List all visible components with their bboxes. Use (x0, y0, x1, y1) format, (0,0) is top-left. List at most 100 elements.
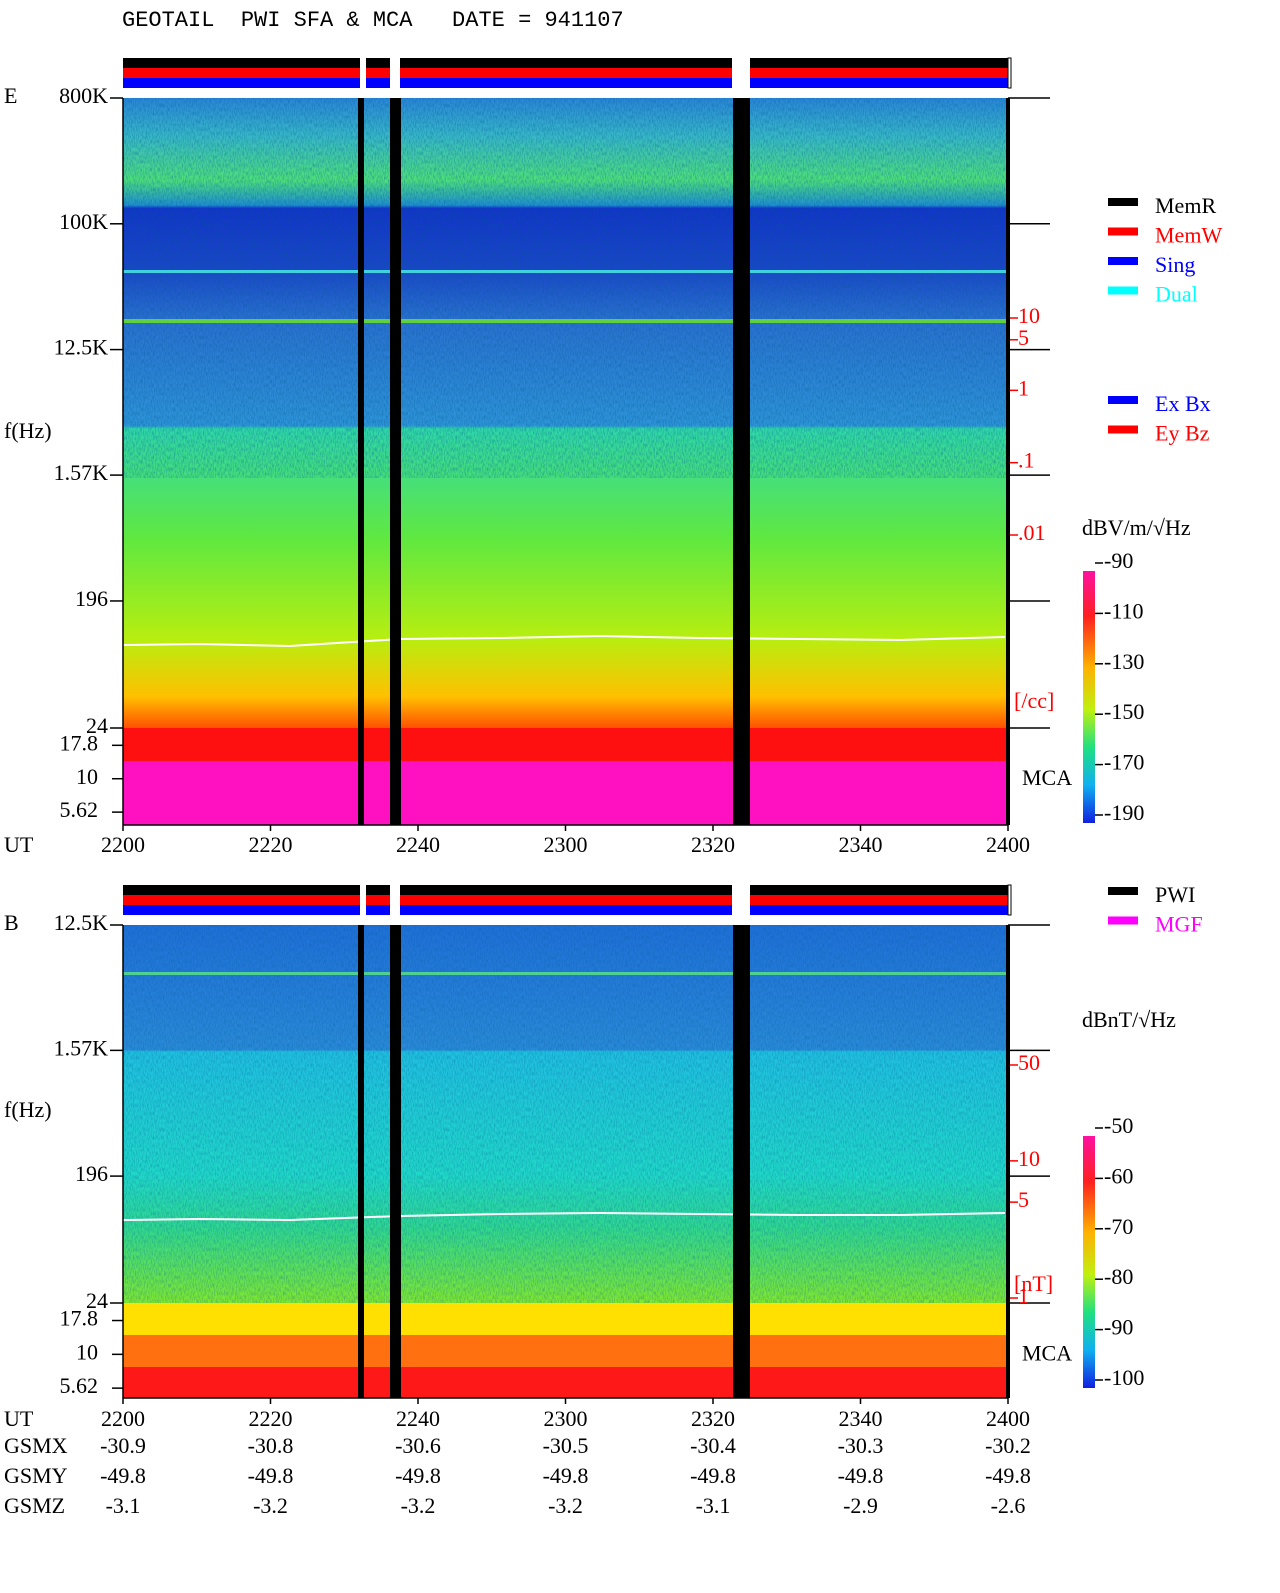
x-tick-label: 2220 (249, 1406, 293, 1431)
ephemeris-value: -2.9 (843, 1493, 878, 1518)
ephemeris-value: -3.2 (548, 1493, 583, 1518)
y-tick-label: 800K (59, 83, 108, 108)
ephemeris-value: -30.9 (100, 1433, 146, 1458)
y-tick-label: 12.5K (54, 910, 109, 935)
y-tick-label: 24 (86, 713, 108, 738)
legend-swatch (1108, 286, 1138, 295)
ephemeris-label: GSMX (4, 1433, 68, 1458)
ephemeris-label: GSMY (4, 1463, 68, 1488)
y2-tick-label: .1 (1018, 448, 1035, 473)
colorbar (1083, 571, 1095, 823)
y2-tick-label: 1 (1018, 1283, 1029, 1308)
legend-label: Dual (1155, 282, 1198, 307)
y-axis-label: f(Hz) (4, 418, 52, 443)
x-tick-label: 2200 (101, 1406, 145, 1431)
y-tick-label: 5.62 (60, 797, 99, 822)
ephemeris-value: -3.2 (253, 1493, 288, 1518)
y-tick-label: 12.5K (54, 335, 109, 360)
panel-label: B (4, 910, 19, 935)
colorbar-tick-label: -90 (1104, 548, 1133, 573)
x-axis-label: UT (4, 1406, 34, 1431)
ephemeris-value: -49.8 (100, 1463, 146, 1488)
ephemeris-value: -49.8 (395, 1463, 441, 1488)
legend-label: MemW (1155, 223, 1222, 248)
legend-label: Ey Bz (1155, 421, 1210, 446)
colorbar-tick-label: -70 (1104, 1214, 1133, 1239)
x-axis-label: UT (4, 832, 34, 857)
x-tick-label: 2340 (839, 832, 883, 857)
x-tick-label: 2240 (396, 832, 440, 857)
y2-tick-label: 5 (1018, 1187, 1029, 1212)
x-tick-label: 2300 (544, 1406, 588, 1431)
x-tick-label: 2200 (101, 832, 145, 857)
y-tick-label: 17.8 (60, 730, 99, 755)
panel-label: E (4, 83, 17, 108)
x-tick-label: 2400 (986, 832, 1030, 857)
colorbar-tick-label: -170 (1104, 750, 1144, 775)
y2-tick-label: 5 (1018, 325, 1029, 350)
ephemeris-value: -3.1 (696, 1493, 731, 1518)
colorbar-label: dBV/m/√Hz (1082, 515, 1191, 540)
ephemeris-value: -30.8 (248, 1433, 294, 1458)
y-axis-label: f(Hz) (4, 1097, 52, 1122)
legend-swatch (1108, 425, 1138, 434)
x-tick-label: 2400 (986, 1406, 1030, 1431)
mca-label: MCA (1022, 765, 1072, 790)
ephemeris-value: -3.1 (106, 1493, 141, 1518)
y-tick-label: 10 (76, 764, 98, 789)
ephemeris-value: -30.3 (838, 1433, 884, 1458)
ephemeris-value: -30.2 (985, 1433, 1031, 1458)
y2-axis-label: [/cc] (1014, 688, 1054, 713)
colorbar-tick-label: -50 (1104, 1113, 1133, 1138)
y-tick-label: 24 (86, 1288, 108, 1313)
colorbar-tick-label: -90 (1104, 1315, 1133, 1340)
legend-swatch (1108, 198, 1138, 206)
colorbar-tick-label: -60 (1104, 1163, 1133, 1188)
y-tick-label: 17.8 (60, 1306, 99, 1331)
x-tick-label: 2220 (249, 832, 293, 857)
y-tick-label: 5.62 (60, 1373, 99, 1398)
ephemeris-value: -30.5 (543, 1433, 589, 1458)
colorbar-tick-label: -80 (1104, 1264, 1133, 1289)
colorbar-tick-label: -130 (1104, 649, 1144, 674)
status-bar-b (123, 884, 1012, 916)
legend-swatch (1108, 887, 1138, 895)
ephemeris-value: -30.6 (395, 1433, 441, 1458)
status-bar-e (123, 57, 1012, 89)
ephemeris-value: -3.2 (401, 1493, 436, 1518)
y2-tick-label: 10 (1018, 303, 1040, 328)
y-tick-label: 100K (59, 209, 108, 234)
y2-tick-label: 1 (1018, 375, 1029, 400)
legend-swatch (1108, 227, 1138, 236)
legend-label: MGF (1155, 912, 1203, 937)
x-tick-label: 2320 (691, 1406, 735, 1431)
y2-tick-label: 10 (1018, 1146, 1040, 1171)
ephemeris-value: -49.8 (543, 1463, 589, 1488)
colorbar-tick-label: -110 (1104, 598, 1144, 623)
y-tick-label: 196 (75, 586, 108, 611)
y-tick-label: 1.57K (54, 460, 109, 485)
legend-swatch (1108, 916, 1138, 925)
y2-axis-label: [nT] (1014, 1271, 1053, 1296)
ephemeris-value: -30.4 (690, 1433, 736, 1458)
legend-label: MemR (1155, 193, 1216, 218)
y2-tick-label: 50 (1018, 1050, 1040, 1075)
y2-tick-label: .01 (1018, 520, 1046, 545)
x-tick-label: 2320 (691, 832, 735, 857)
x-tick-label: 2340 (839, 1406, 883, 1431)
colorbar-tick-label: -150 (1104, 699, 1144, 724)
colorbar (1083, 1136, 1095, 1388)
ephemeris-value: -49.8 (985, 1463, 1031, 1488)
y-tick-label: 196 (75, 1161, 108, 1186)
legend-label: Ex Bx (1155, 391, 1211, 416)
colorbar-label: dBnT/√Hz (1082, 1007, 1176, 1032)
ephemeris-value: -49.8 (248, 1463, 294, 1488)
legend-label: Sing (1155, 252, 1195, 277)
y-tick-label: 1.57K (54, 1035, 109, 1060)
x-tick-label: 2300 (544, 832, 588, 857)
y-tick-label: 10 (76, 1339, 98, 1364)
title: GEOTAIL PWI SFA & MCA DATE = 941107 (122, 8, 624, 33)
ephemeris-value: -49.8 (690, 1463, 736, 1488)
colorbar-tick-label: -190 (1104, 800, 1144, 825)
